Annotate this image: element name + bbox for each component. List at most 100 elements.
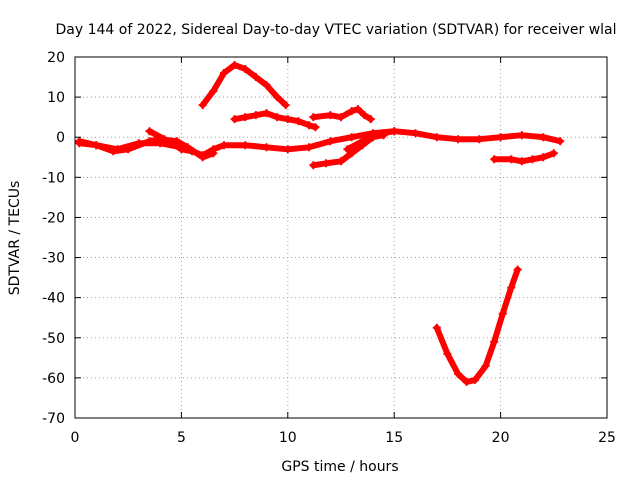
data-point bbox=[230, 61, 239, 70]
data-point bbox=[432, 323, 441, 332]
data-point bbox=[411, 129, 420, 138]
data-point bbox=[305, 143, 314, 152]
data-point bbox=[354, 105, 363, 114]
data-series bbox=[145, 127, 197, 156]
data-point bbox=[322, 159, 331, 168]
data-series bbox=[343, 131, 388, 154]
y-tick-label: 10 bbox=[47, 90, 65, 106]
data-series bbox=[198, 61, 290, 110]
x-tick-label: 15 bbox=[385, 430, 403, 446]
data-point bbox=[517, 131, 526, 140]
data-point bbox=[432, 133, 441, 142]
data-point bbox=[368, 133, 377, 142]
data-point bbox=[443, 349, 452, 358]
data-point bbox=[241, 113, 250, 122]
data-point bbox=[360, 111, 369, 120]
data-point bbox=[294, 117, 303, 126]
data-point bbox=[241, 65, 250, 74]
data-point bbox=[507, 283, 516, 292]
series-line bbox=[231, 110, 319, 131]
data-series bbox=[230, 109, 320, 132]
data-point bbox=[145, 137, 154, 146]
data-point bbox=[513, 265, 522, 274]
data-point bbox=[262, 81, 271, 90]
data-series bbox=[309, 105, 375, 124]
data-point bbox=[539, 133, 548, 142]
data-point bbox=[219, 141, 228, 150]
y-tick-label: -70 bbox=[42, 411, 65, 427]
data-point bbox=[347, 149, 356, 158]
data-point bbox=[454, 369, 463, 378]
data-point bbox=[549, 149, 558, 158]
data-series bbox=[432, 265, 522, 386]
y-axis-label: SDTVAR / TECUs bbox=[7, 181, 23, 296]
data-point bbox=[379, 131, 388, 140]
data-series bbox=[490, 149, 558, 166]
data-point bbox=[92, 141, 101, 150]
data-point bbox=[462, 377, 471, 386]
data-point bbox=[366, 115, 375, 124]
y-tick-label: -50 bbox=[42, 331, 65, 347]
data-point bbox=[496, 133, 505, 142]
data-point bbox=[177, 145, 186, 154]
data-point bbox=[326, 111, 335, 120]
data-point bbox=[343, 145, 352, 154]
data-point bbox=[556, 137, 565, 146]
series-line bbox=[146, 128, 195, 155]
series-line bbox=[344, 132, 387, 153]
data-point bbox=[198, 153, 207, 162]
data-point bbox=[273, 93, 282, 102]
data-point bbox=[230, 115, 239, 124]
series-line bbox=[199, 62, 289, 109]
x-tick-label: 10 bbox=[279, 430, 297, 446]
plot-frame bbox=[74, 56, 608, 419]
data-point bbox=[326, 137, 335, 146]
data-point bbox=[471, 375, 480, 384]
data-point bbox=[507, 155, 516, 164]
y-tick-label: -30 bbox=[42, 251, 65, 267]
data-point bbox=[209, 149, 218, 158]
data-point bbox=[109, 147, 118, 156]
y-tick-label: 20 bbox=[47, 50, 65, 66]
data-layer bbox=[75, 61, 565, 386]
data-point bbox=[311, 123, 320, 132]
data-point bbox=[347, 133, 356, 142]
data-point bbox=[475, 135, 484, 144]
data-point bbox=[309, 161, 318, 170]
data-point bbox=[454, 135, 463, 144]
data-point bbox=[262, 143, 271, 152]
x-tick-label: 25 bbox=[598, 430, 616, 446]
x-axis-label: GPS time / hours bbox=[281, 459, 398, 475]
data-point bbox=[283, 145, 292, 154]
series-line bbox=[76, 136, 217, 161]
data-point bbox=[490, 155, 499, 164]
x-tick-label: 20 bbox=[492, 430, 510, 446]
x-tick-label: 0 bbox=[71, 430, 80, 446]
data-point bbox=[219, 69, 228, 78]
data-point bbox=[241, 141, 250, 150]
series-line bbox=[433, 266, 521, 385]
data-point bbox=[251, 111, 260, 120]
data-point bbox=[75, 137, 84, 146]
data-point bbox=[124, 145, 133, 154]
x-tick-label: 5 bbox=[177, 430, 186, 446]
data-point bbox=[337, 113, 345, 122]
data-point bbox=[198, 101, 207, 110]
data-point bbox=[251, 73, 260, 82]
data-point bbox=[188, 147, 197, 156]
data-point bbox=[481, 361, 490, 370]
data-point bbox=[283, 115, 292, 124]
y-tick-label: -20 bbox=[42, 210, 65, 226]
data-point bbox=[262, 109, 271, 118]
data-point bbox=[490, 337, 499, 346]
y-tick-label: 0 bbox=[56, 130, 65, 146]
data-point bbox=[517, 157, 526, 166]
y-tick-label: -60 bbox=[42, 371, 65, 387]
data-point bbox=[281, 101, 290, 110]
data-point bbox=[309, 113, 318, 122]
data-point bbox=[305, 121, 314, 130]
data-point bbox=[160, 135, 169, 144]
data-point bbox=[528, 155, 537, 164]
data-point bbox=[539, 153, 548, 162]
y-tick-label: -10 bbox=[42, 170, 65, 186]
